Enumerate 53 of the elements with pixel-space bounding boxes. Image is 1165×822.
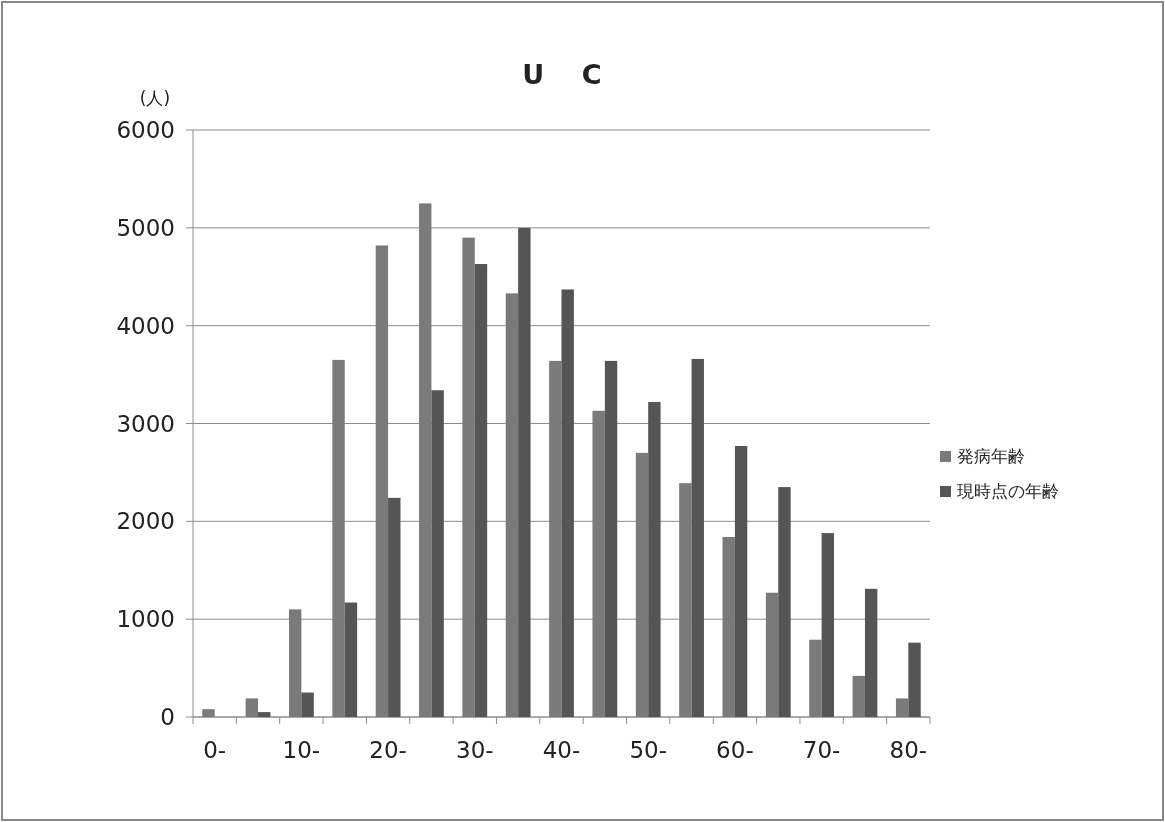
bar xyxy=(301,692,314,717)
bar xyxy=(821,533,834,717)
y-tick-label: 3000 xyxy=(116,410,175,437)
y-tick-label: 2000 xyxy=(116,508,175,535)
y-tick-label: 0 xyxy=(160,704,175,730)
bar xyxy=(561,289,574,717)
bar xyxy=(474,264,488,717)
bar xyxy=(518,227,531,717)
y-tick-label: 6000 xyxy=(116,117,175,143)
bar xyxy=(431,390,444,717)
bar xyxy=(809,639,822,717)
x-tick-label: 30- xyxy=(456,737,494,763)
x-tick-label: 60- xyxy=(716,737,754,763)
bar xyxy=(778,487,791,717)
bar xyxy=(908,642,921,717)
bar xyxy=(332,359,345,717)
bar xyxy=(648,401,661,717)
bar xyxy=(344,602,358,717)
bar xyxy=(604,360,618,717)
bar xyxy=(419,203,432,717)
bar xyxy=(245,698,259,717)
y-tick-label: 4000 xyxy=(116,312,175,339)
bar xyxy=(864,588,878,717)
y-axis-title: (人) xyxy=(139,88,171,108)
bar xyxy=(462,237,475,717)
y-tick-label: 1000 xyxy=(116,606,175,633)
bar xyxy=(635,452,649,717)
bar xyxy=(734,446,748,717)
x-tick-label: 0- xyxy=(203,737,227,763)
x-tick-label: 80- xyxy=(889,737,928,763)
x-tick-label: 20- xyxy=(369,737,407,763)
bar xyxy=(895,698,909,717)
legend-label: 現時点の年齢 xyxy=(957,481,1059,501)
bar xyxy=(388,497,401,717)
legend-label: 発病年齢 xyxy=(957,446,1025,466)
bar xyxy=(375,245,389,717)
bar xyxy=(505,293,519,717)
bar xyxy=(592,410,605,717)
x-tick-label: 10- xyxy=(282,737,321,763)
bar xyxy=(549,360,562,717)
bar xyxy=(679,483,692,717)
y-tick-label: 5000 xyxy=(116,214,175,241)
bar xyxy=(289,609,302,717)
x-tick-label: 70- xyxy=(802,737,841,763)
bar xyxy=(202,709,215,717)
chart-title: U C xyxy=(522,59,602,90)
x-tick-label: 50- xyxy=(629,737,667,763)
bar xyxy=(258,712,271,717)
bar xyxy=(722,536,735,717)
bar xyxy=(691,358,704,717)
bar xyxy=(765,592,779,717)
bar xyxy=(852,675,865,717)
x-tick-label: 40- xyxy=(542,737,581,763)
